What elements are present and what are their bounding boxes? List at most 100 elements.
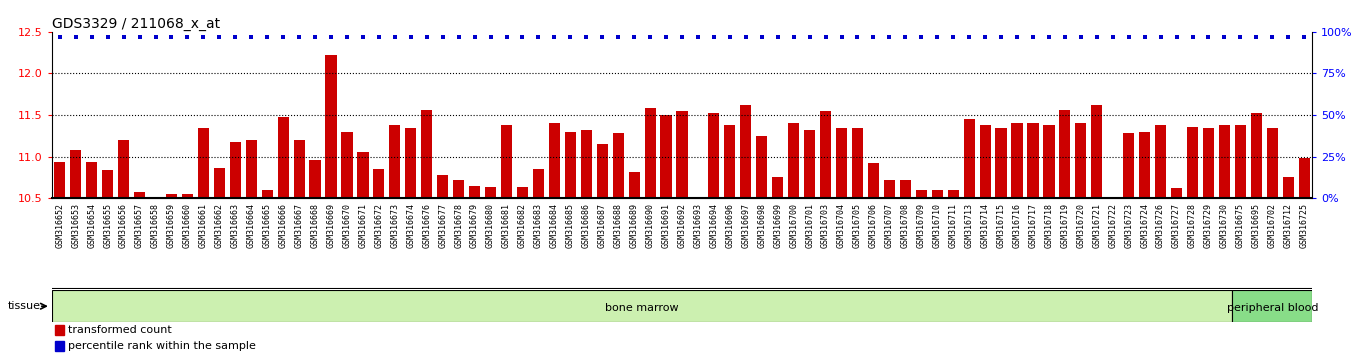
Point (321, 34, 342, 40)
Bar (772, 177, 783, 198)
Text: GSM316655: GSM316655 (104, 203, 112, 248)
Bar (948, 190, 959, 198)
Point (750, 34, 772, 40)
Bar (1170, 188, 1183, 198)
Text: GSM316652: GSM316652 (56, 203, 64, 248)
Point (256, 34, 278, 40)
Text: tissue: tissue (8, 301, 41, 311)
Text: GSM316678: GSM316678 (454, 203, 464, 248)
Point (640, 34, 662, 40)
Point (209, 34, 231, 40)
Point (495, 34, 517, 40)
Point (192, 34, 214, 40)
Point (1054, 34, 1076, 40)
Bar (884, 180, 895, 198)
Text: GSM316721: GSM316721 (1093, 203, 1101, 248)
Text: GSM316687: GSM316687 (597, 203, 607, 248)
Bar (293, 140, 304, 198)
Text: GSM316679: GSM316679 (471, 203, 479, 248)
Point (512, 34, 533, 40)
Bar (803, 130, 816, 198)
Point (959, 34, 981, 40)
Text: GSM316722: GSM316722 (1108, 203, 1117, 248)
Bar (421, 110, 432, 198)
Text: GSM316717: GSM316717 (1028, 203, 1038, 248)
Bar (596, 144, 608, 198)
Text: bone marrow: bone marrow (606, 303, 679, 313)
Point (990, 34, 1012, 40)
Bar (102, 170, 113, 198)
Point (1245, 34, 1267, 40)
Point (1133, 34, 1155, 40)
Text: GSM316684: GSM316684 (550, 203, 559, 248)
Bar (453, 180, 464, 198)
Bar (55, 325, 64, 335)
Text: GSM316685: GSM316685 (566, 203, 574, 248)
Bar (693, 196, 704, 198)
Bar (548, 123, 561, 198)
Point (1038, 34, 1060, 40)
Bar (246, 140, 256, 198)
Text: GSM316727: GSM316727 (1172, 203, 1181, 248)
Point (1214, 34, 1236, 40)
Bar (963, 119, 975, 198)
Point (862, 34, 884, 40)
Point (1117, 34, 1139, 40)
Bar (724, 125, 735, 198)
Bar (1219, 125, 1230, 198)
Text: GSM316669: GSM316669 (326, 203, 336, 248)
Bar (405, 127, 416, 198)
Point (383, 34, 405, 40)
Text: GSM316730: GSM316730 (1219, 203, 1229, 248)
Point (336, 34, 357, 40)
Bar (708, 113, 719, 198)
Point (767, 34, 788, 40)
Bar (262, 190, 273, 198)
Text: GSM316692: GSM316692 (678, 203, 686, 248)
Text: GSM316666: GSM316666 (278, 203, 288, 248)
Text: GSM316683: GSM316683 (533, 203, 543, 248)
Point (145, 34, 166, 40)
Bar (581, 130, 592, 198)
Point (176, 34, 198, 40)
Bar (326, 55, 337, 198)
Point (161, 34, 183, 40)
Point (623, 34, 645, 40)
Point (783, 34, 805, 40)
Text: GSM316700: GSM316700 (790, 203, 798, 248)
Text: GSM316675: GSM316675 (1236, 203, 1245, 248)
Text: GSM316690: GSM316690 (645, 203, 655, 248)
Bar (1282, 177, 1294, 198)
Point (799, 34, 821, 40)
Text: GSM316716: GSM316716 (1012, 203, 1022, 248)
Point (1198, 34, 1219, 40)
Text: transformed count: transformed count (68, 325, 172, 335)
Point (910, 34, 932, 40)
Point (1262, 34, 1284, 40)
Text: GSM316707: GSM316707 (885, 203, 893, 248)
Bar (1267, 127, 1278, 198)
Point (368, 34, 390, 40)
Bar (1233, 290, 1312, 322)
Bar (979, 125, 990, 198)
Point (1086, 34, 1108, 40)
Bar (86, 162, 97, 198)
Point (702, 34, 724, 40)
Text: GSM316695: GSM316695 (1252, 203, 1260, 248)
Bar (1155, 125, 1166, 198)
Bar (1075, 123, 1086, 198)
Text: GSM316680: GSM316680 (486, 203, 495, 248)
Text: GSM316712: GSM316712 (1284, 203, 1293, 248)
Point (128, 34, 150, 40)
Point (97, 34, 119, 40)
Text: peripheral blood: peripheral blood (1226, 303, 1318, 313)
Text: GSM316662: GSM316662 (216, 203, 224, 248)
Point (288, 34, 310, 40)
Point (974, 34, 996, 40)
Point (1102, 34, 1124, 40)
Text: GSM316660: GSM316660 (183, 203, 192, 248)
Text: GSM316674: GSM316674 (406, 203, 415, 248)
Text: GSM316694: GSM316694 (709, 203, 719, 248)
Text: GSM316668: GSM316668 (311, 203, 319, 248)
Text: GSM316720: GSM316720 (1076, 203, 1086, 248)
